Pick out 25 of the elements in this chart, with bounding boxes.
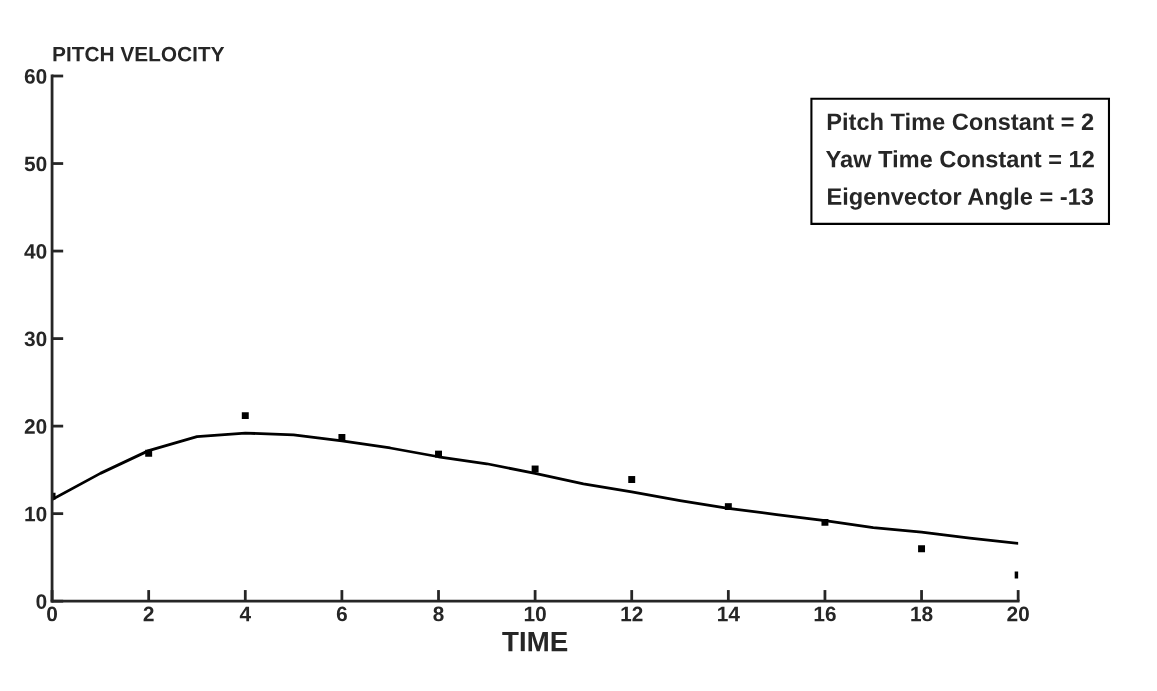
line-series <box>52 431 1019 545</box>
point <box>241 412 249 420</box>
x-tick-label: 10 <box>524 606 546 622</box>
y-tick-label: 10 <box>25 506 47 522</box>
x-tick-label: 2 <box>143 606 154 622</box>
y-tick-label: 50 <box>24 156 47 172</box>
x-tick-label: 18 <box>911 606 933 622</box>
x-tick-label: 20 <box>1007 606 1029 622</box>
y-tick-label: 0 <box>36 594 47 609</box>
y-tick-label: 20 <box>24 419 47 434</box>
point <box>628 476 636 483</box>
x-tick-label: 6 <box>336 606 347 622</box>
annotation: Pitch Time Constant = 2 Yaw Time Constant = 12 Eigenvector Angle = -13 <box>825 112 1094 210</box>
point <box>918 545 926 553</box>
y-tick-label: 30 <box>24 331 47 347</box>
x-tick-label: 14 <box>718 606 740 622</box>
x-tick-label: 16 <box>814 606 836 622</box>
y-tick-label: 60 <box>24 69 47 84</box>
y-axis-title: PITCH VELOCITY <box>53 46 225 62</box>
y-tick-label: 40 <box>24 244 47 259</box>
x-tick-label: 4 <box>239 606 251 622</box>
x-axis-title: TIME <box>502 632 568 652</box>
x-tick-label: 12 <box>621 606 643 622</box>
x-tick-label: 0 <box>47 606 57 622</box>
x-tick-label: 8 <box>433 606 444 622</box>
